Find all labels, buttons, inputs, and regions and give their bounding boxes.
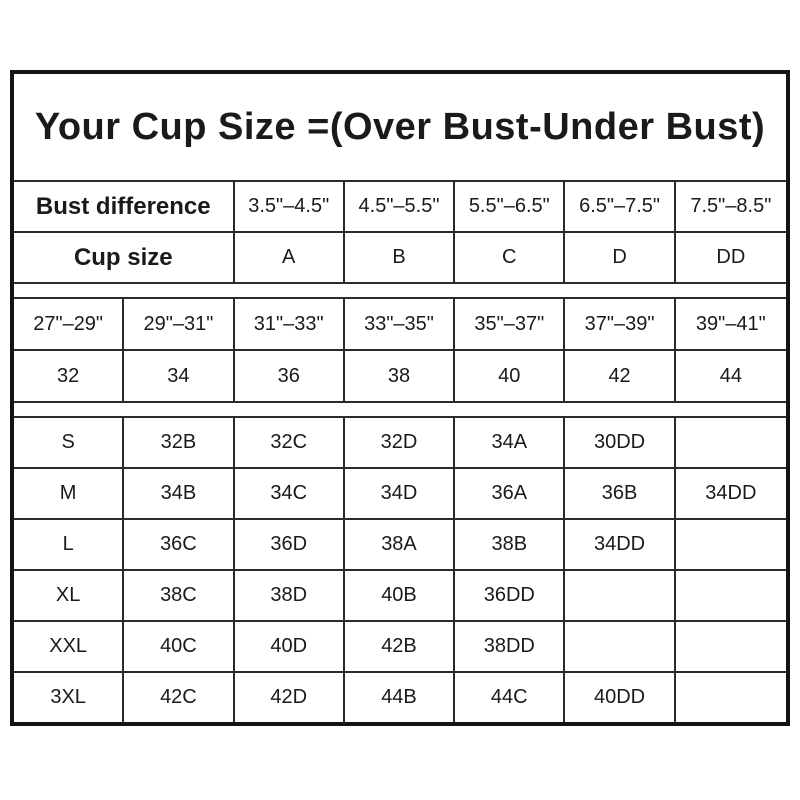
- cup-size-value: DD: [716, 246, 746, 268]
- under-bust-range-cell: 35"–37": [455, 299, 566, 349]
- bra-size-cell: [565, 571, 676, 620]
- cup-size-value: C: [455, 233, 566, 282]
- bra-size-cell: 36B: [565, 469, 676, 518]
- size-label-cell: L: [14, 520, 125, 569]
- band-size-table: 27"–29" 29"–31" 31"–33" 33"–35" 35"–37" …: [14, 297, 786, 401]
- bust-difference-value: 7.5"–8.5": [690, 195, 772, 217]
- bra-size-cell: 34C: [235, 469, 345, 518]
- band-size-cell: 38: [345, 351, 456, 401]
- band-size-cell: 32: [14, 351, 125, 401]
- bra-size-cell: 38A: [345, 520, 456, 569]
- cup-size-row: Cup size A B C D DD: [14, 231, 786, 282]
- bra-size-cell: [676, 571, 786, 620]
- size-chart: Your Cup Size =(Over Bust-Under Bust) Bu…: [10, 70, 790, 726]
- under-bust-range-cell: 33"–35": [345, 299, 456, 349]
- cup-size-value: D: [565, 233, 676, 282]
- bra-size-cell: 36D: [235, 520, 345, 569]
- band-size-cell: 44: [719, 364, 742, 387]
- bra-size-cell: 44C: [455, 673, 566, 722]
- bra-size-cell: 36C: [124, 520, 235, 569]
- band-size-row: 32 34 36 38 40 42 44: [14, 349, 786, 401]
- table-divider: [14, 282, 786, 297]
- under-bust-range-cell: 37"–39": [565, 299, 676, 349]
- size-label-cell: XXL: [14, 622, 125, 671]
- under-bust-range-cell: 31"–33": [235, 299, 345, 349]
- size-row-s: S 32B 32C 32D 34A 30DD: [14, 416, 786, 467]
- table-divider: [14, 401, 786, 416]
- bra-size-cell: [676, 622, 786, 671]
- size-row-xl: XL 38C 38D 40B 36DD: [14, 569, 786, 620]
- bra-size-cell: 44B: [345, 673, 456, 722]
- cup-size-table: Bust difference 3.5"–4.5" 4.5"–5.5" 5.5"…: [14, 180, 786, 282]
- bra-size-cell: 38DD: [455, 622, 566, 671]
- bust-difference-value: 3.5"–4.5": [235, 182, 345, 231]
- bra-size-cell: 40DD: [565, 673, 676, 722]
- size-row-3xl: 3XL 42C 42D 44B 44C 40DD: [14, 671, 786, 722]
- size-row-m: M 34B 34C 34D 36A 36B 34DD: [14, 467, 786, 518]
- bra-size-cell: 42C: [124, 673, 235, 722]
- under-bust-range-cell: 29"–31": [124, 299, 235, 349]
- cup-size-value: B: [345, 233, 456, 282]
- bra-size-cell: 42D: [235, 673, 345, 722]
- bra-size-cell: [676, 673, 786, 722]
- bra-size-cell: 42B: [345, 622, 456, 671]
- size-mapping-table: S 32B 32C 32D 34A 30DD M 34B 34C 34D 36A…: [14, 416, 786, 722]
- bra-size-cell: 38D: [235, 571, 345, 620]
- bra-size-cell: 40D: [235, 622, 345, 671]
- under-bust-range-cell: 27"–29": [14, 299, 125, 349]
- bra-size-cell: 32C: [235, 418, 345, 467]
- bra-size-cell: 34A: [455, 418, 566, 467]
- chart-title: Your Cup Size =(Over Bust-Under Bust): [34, 105, 766, 148]
- bust-difference-value: 6.5"–7.5": [565, 182, 676, 231]
- bust-difference-value: 5.5"–6.5": [455, 182, 566, 231]
- bra-size-cell: 34D: [345, 469, 456, 518]
- band-size-cell: 42: [565, 351, 676, 401]
- band-size-cell: 40: [455, 351, 566, 401]
- size-label-cell: S: [14, 418, 125, 467]
- size-label-cell: M: [14, 469, 125, 518]
- bra-size-cell: 36DD: [455, 571, 566, 620]
- bra-size-cell: 34DD: [565, 520, 676, 569]
- bra-size-cell: 40B: [345, 571, 456, 620]
- bra-size-cell: [676, 520, 786, 569]
- bust-difference-label: Bust difference: [14, 182, 235, 231]
- bra-size-cell: 32D: [345, 418, 456, 467]
- bra-size-cell: 30DD: [565, 418, 676, 467]
- bra-size-cell: 38B: [455, 520, 566, 569]
- bra-size-cell: 34DD: [705, 482, 757, 504]
- cup-size-label: Cup size: [14, 233, 235, 282]
- bra-size-cell: 36A: [455, 469, 566, 518]
- bust-difference-row: Bust difference 3.5"–4.5" 4.5"–5.5" 5.5"…: [14, 180, 786, 231]
- size-row-l: L 36C 36D 38A 38B 34DD: [14, 518, 786, 569]
- band-size-cell: 36: [235, 351, 345, 401]
- size-label-cell: XL: [14, 571, 125, 620]
- bra-size-cell: 32B: [124, 418, 235, 467]
- bra-size-cell: [565, 622, 676, 671]
- size-row-xxl: XXL 40C 40D 42B 38DD: [14, 620, 786, 671]
- band-size-cell: 34: [124, 351, 235, 401]
- under-bust-range-row: 27"–29" 29"–31" 31"–33" 33"–35" 35"–37" …: [14, 297, 786, 349]
- size-label-cell: 3XL: [14, 673, 125, 722]
- bra-size-cell: 38C: [124, 571, 235, 620]
- bra-size-cell: [676, 418, 786, 467]
- under-bust-range-cell: 39"–41": [695, 312, 766, 335]
- bra-size-cell: 34B: [124, 469, 235, 518]
- bra-size-cell: 40C: [124, 622, 235, 671]
- bust-difference-value: 4.5"–5.5": [345, 182, 456, 231]
- cup-size-value: A: [235, 233, 345, 282]
